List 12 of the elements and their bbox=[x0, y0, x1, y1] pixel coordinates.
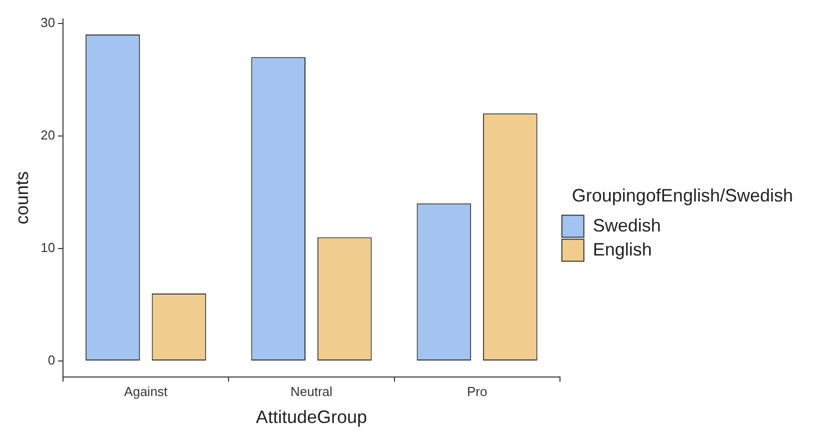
legend-title: GroupingofEnglish/Swedish bbox=[572, 186, 794, 206]
x-axis-title: AttitudeGroup bbox=[256, 407, 368, 428]
y-tick-label: 0 bbox=[48, 352, 56, 368]
x-tick-label: Against bbox=[124, 384, 168, 400]
y-tick-label: 20 bbox=[40, 127, 56, 142]
y-axis-title: counts bbox=[12, 171, 32, 224]
y-tick-label: 30 bbox=[40, 14, 56, 30]
x-tick-label: Neutral bbox=[290, 384, 333, 400]
legend-label: English bbox=[592, 239, 652, 260]
y-tick-label: 10 bbox=[40, 240, 56, 256]
legend-label: Swedish bbox=[592, 215, 661, 236]
x-tick-label: Pro bbox=[466, 384, 488, 400]
